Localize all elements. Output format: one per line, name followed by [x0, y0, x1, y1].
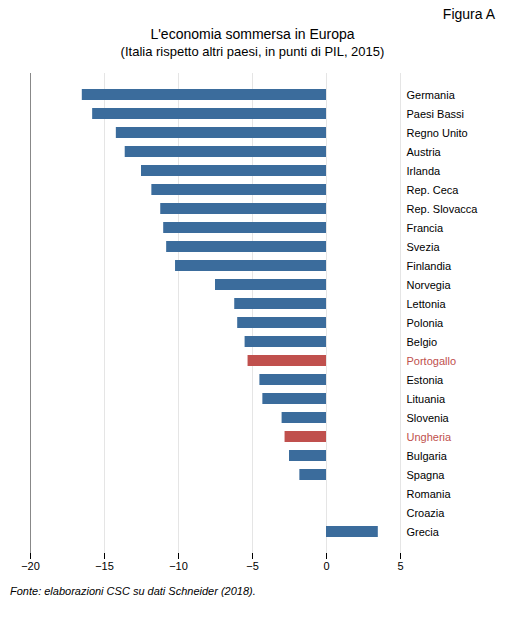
- svg-text:Rep. Slovacca: Rep. Slovacca: [407, 203, 479, 215]
- svg-text:−5: −5: [246, 560, 259, 572]
- svg-text:Estonia: Estonia: [407, 374, 445, 386]
- svg-text:−10: −10: [169, 560, 188, 572]
- svg-text:Bulgaria: Bulgaria: [407, 450, 448, 462]
- svg-text:Grecia: Grecia: [407, 526, 440, 538]
- svg-text:Ungheria: Ungheria: [407, 431, 453, 443]
- svg-text:Belgio: Belgio: [407, 336, 438, 348]
- svg-text:Polonia: Polonia: [407, 317, 445, 329]
- svg-text:5: 5: [397, 560, 403, 572]
- html-text:Fonte: elaborazioni CSC su dat: Fonte: elaborazioni CSC su dati Schneide…: [10, 585, 256, 597]
- html-text:L'economia sommersa in Europa: L'economia sommersa in Europa: [150, 26, 355, 42]
- svg-text:Francia: Francia: [407, 222, 445, 234]
- html-text:(Italia rispetto altri paesi,: (Italia rispetto altri paesi, in punti d…: [120, 44, 385, 59]
- svg-text:Finlandia: Finlandia: [407, 260, 453, 272]
- svg-text:Lituania: Lituania: [407, 393, 446, 405]
- svg-text:Austria: Austria: [407, 146, 442, 158]
- svg-text:Norvegia: Norvegia: [407, 279, 452, 291]
- svg-text:Paesi Bassi: Paesi Bassi: [407, 108, 464, 120]
- svg-text:Svezia: Svezia: [407, 241, 441, 253]
- svg-text:Irlanda: Irlanda: [407, 165, 442, 177]
- svg-text:Romania: Romania: [407, 488, 452, 500]
- svg-text:Regno Unito: Regno Unito: [407, 127, 468, 139]
- svg-text:−15: −15: [95, 560, 114, 572]
- svg-text:Germania: Germania: [407, 89, 456, 101]
- svg-text:Portogallo: Portogallo: [407, 355, 457, 367]
- svg-text:−20: −20: [21, 560, 40, 572]
- svg-text:0: 0: [323, 560, 329, 572]
- svg-text:Croazia: Croazia: [407, 507, 446, 519]
- html-text:Figura A: Figura A: [442, 6, 495, 22]
- svg-text:Slovenia: Slovenia: [407, 412, 450, 424]
- svg-text:Lettonia: Lettonia: [407, 298, 447, 310]
- svg-text:Rep. Ceca: Rep. Ceca: [407, 184, 460, 196]
- svg-text:Spagna: Spagna: [407, 469, 446, 481]
